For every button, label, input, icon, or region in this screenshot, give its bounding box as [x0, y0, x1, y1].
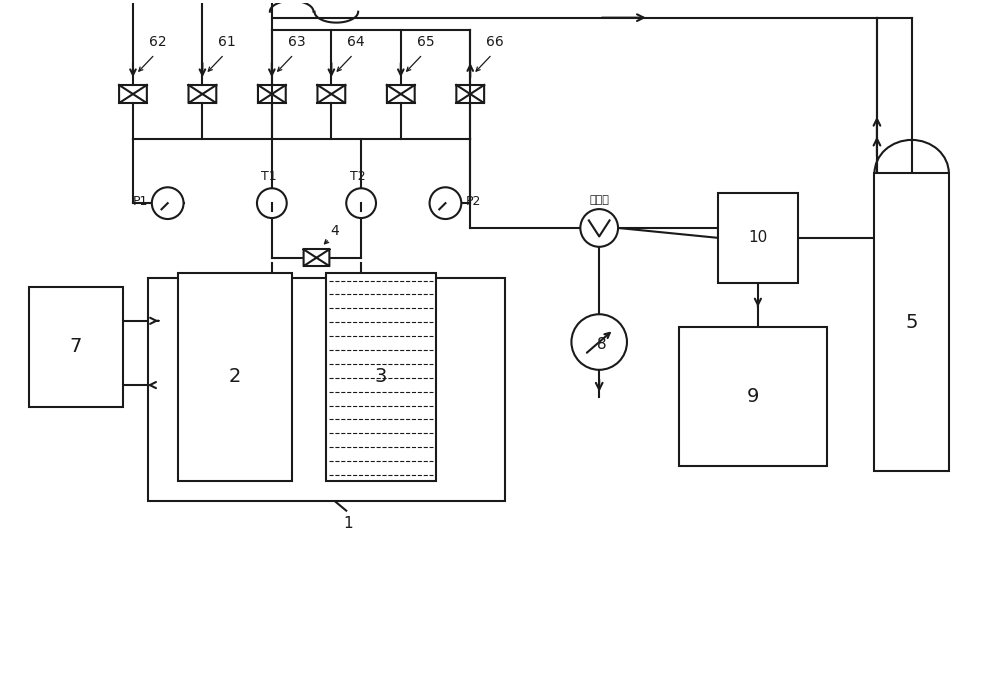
Text: 3: 3 — [375, 367, 387, 386]
Text: 4: 4 — [330, 224, 339, 238]
Polygon shape — [202, 85, 216, 103]
Circle shape — [152, 188, 184, 219]
Text: T1: T1 — [261, 170, 277, 183]
Text: 1: 1 — [343, 516, 353, 531]
Bar — [29, 287, 123, 406]
Bar — [148, 277, 505, 501]
Circle shape — [346, 188, 376, 218]
Text: 7: 7 — [70, 338, 82, 356]
Text: 63: 63 — [288, 35, 305, 49]
Text: 8: 8 — [597, 336, 607, 352]
Text: 65: 65 — [417, 35, 434, 49]
Text: 5: 5 — [905, 313, 918, 331]
Bar — [326, 273, 436, 481]
Polygon shape — [189, 85, 202, 103]
Polygon shape — [258, 85, 272, 103]
Text: 2: 2 — [228, 367, 241, 386]
Text: 61: 61 — [218, 35, 236, 49]
Circle shape — [580, 209, 618, 247]
Polygon shape — [133, 85, 147, 103]
Text: 62: 62 — [149, 35, 167, 49]
Text: 真空規: 真空規 — [589, 195, 609, 205]
Polygon shape — [387, 85, 401, 103]
Bar — [874, 174, 949, 471]
Bar — [679, 327, 827, 466]
Text: P1: P1 — [132, 194, 148, 208]
Text: 9: 9 — [747, 387, 759, 406]
Polygon shape — [119, 85, 133, 103]
Polygon shape — [401, 85, 415, 103]
Polygon shape — [456, 85, 470, 103]
Bar — [718, 193, 798, 282]
Circle shape — [430, 188, 461, 219]
Polygon shape — [316, 249, 329, 266]
Text: P2: P2 — [465, 194, 481, 208]
Text: 10: 10 — [748, 230, 768, 246]
Polygon shape — [304, 249, 316, 266]
Polygon shape — [317, 85, 331, 103]
Text: 64: 64 — [347, 35, 365, 49]
Circle shape — [571, 314, 627, 370]
Polygon shape — [331, 85, 345, 103]
Text: T2: T2 — [350, 170, 366, 183]
Polygon shape — [470, 85, 484, 103]
Text: 66: 66 — [486, 35, 504, 49]
Circle shape — [257, 188, 287, 218]
Bar — [178, 273, 292, 481]
Polygon shape — [272, 85, 286, 103]
